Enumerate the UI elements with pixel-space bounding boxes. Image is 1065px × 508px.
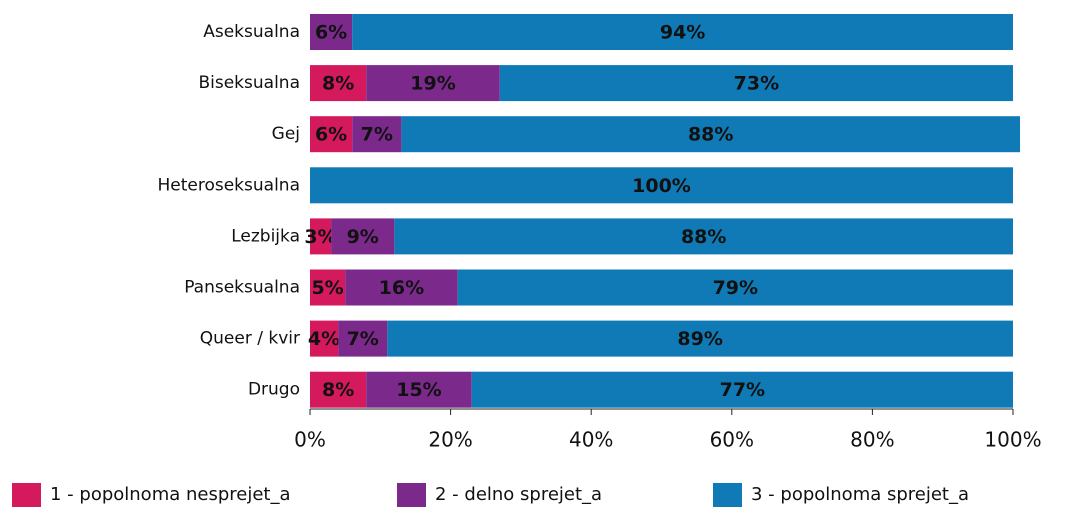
bar-segment — [401, 116, 1021, 153]
bar-segment — [471, 371, 1013, 408]
value-label: 15% — [396, 379, 441, 401]
value-label: 16% — [379, 277, 424, 299]
value-label: 8% — [322, 379, 354, 401]
bar-segment — [352, 14, 1013, 50]
bar-segment — [310, 14, 353, 50]
bar-segment — [366, 65, 500, 102]
bar-segment — [310, 167, 1013, 204]
value-label: 7% — [347, 328, 379, 350]
bar-segment — [310, 320, 339, 357]
x-tick-label: 100% — [984, 428, 1041, 452]
x-tick-label: 80% — [850, 428, 894, 452]
value-label: 88% — [681, 226, 726, 248]
value-label: 79% — [713, 277, 758, 299]
category-label: Lezbijka — [231, 226, 300, 246]
bar-segment — [310, 371, 367, 408]
legend-swatch — [397, 483, 426, 507]
bar-segment — [394, 218, 1013, 255]
value-label: 89% — [677, 328, 722, 350]
value-label: 6% — [315, 22, 347, 44]
legend-swatch — [713, 483, 742, 507]
bar-segment — [310, 218, 332, 255]
x-tick-label: 60% — [710, 428, 754, 452]
x-tick-label: 20% — [428, 428, 472, 452]
x-tick-label: 0% — [294, 428, 326, 452]
value-label: 4% — [308, 328, 340, 350]
category-label: Gej — [272, 124, 300, 144]
value-label: 7% — [361, 124, 393, 146]
value-label: 88% — [688, 124, 733, 146]
bar-segment — [310, 116, 353, 153]
category-label: Biseksualna — [198, 73, 300, 93]
value-label: 6% — [315, 124, 347, 146]
bar-segment — [457, 269, 1013, 306]
value-label: 77% — [720, 379, 765, 401]
legend-label: 3 - popolnoma sprejet_a — [751, 484, 969, 505]
bar-segment — [352, 116, 402, 153]
value-label: 73% — [734, 73, 779, 95]
category-label: Aseksualna — [203, 22, 300, 42]
category-label: Heteroseksualna — [157, 175, 300, 195]
value-label: 100% — [632, 175, 691, 197]
value-label: 9% — [347, 226, 379, 248]
bar-segment — [499, 65, 1013, 102]
legend-swatch — [12, 483, 41, 507]
value-label: 94% — [660, 22, 705, 44]
legend-label: 2 - delno sprejet_a — [435, 484, 602, 505]
bar-segment — [345, 269, 458, 306]
bar-segment — [310, 65, 367, 102]
bar-segment — [387, 320, 1014, 357]
bar-segment — [366, 371, 472, 408]
value-label: 8% — [322, 73, 354, 95]
category-label: Drugo — [248, 380, 300, 400]
legend-label: 1 - popolnoma nesprejet_a — [50, 484, 291, 505]
value-label: 5% — [311, 277, 343, 299]
x-tick-label: 40% — [569, 428, 613, 452]
category-label: Queer / kvir — [200, 329, 300, 349]
bar-segment — [310, 269, 346, 306]
value-label: 19% — [410, 73, 455, 95]
value-label: 3% — [304, 226, 336, 248]
category-label: Panseksualna — [184, 278, 300, 298]
bar-segment — [338, 320, 388, 357]
bar-segment — [331, 218, 395, 255]
